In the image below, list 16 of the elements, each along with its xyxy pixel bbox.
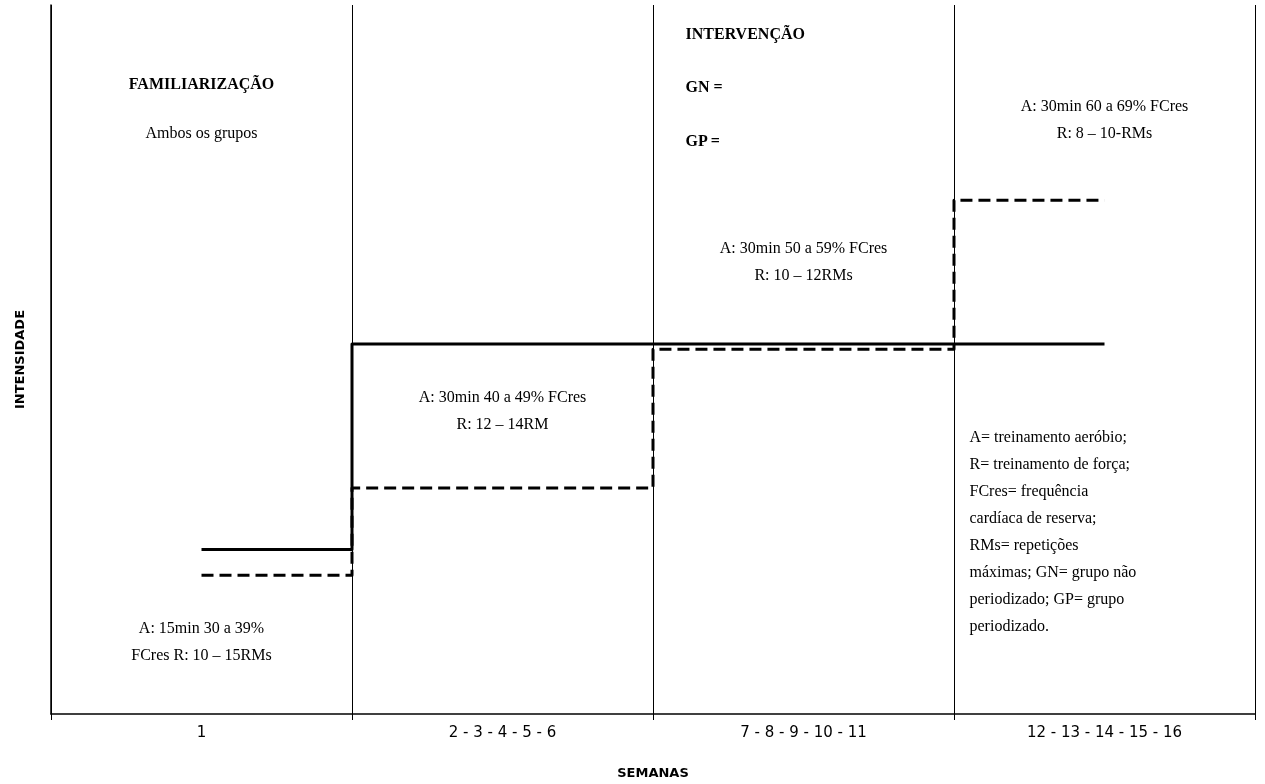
x-axis-title: SEMANAS [617, 765, 689, 780]
x-tick-label: 2 - 3 - 4 - 5 - 6 [448, 722, 557, 741]
text: Ambos os grupos [145, 124, 258, 143]
x-tick-label: 7 - 8 - 9 - 10 - 11 [740, 722, 867, 741]
annotation: A: 15min 30 a 39% FCres R: 10 – 15RMs [131, 619, 272, 664]
x-tick-label: 1 [196, 722, 207, 741]
text: INTERVENÇÃO [685, 23, 805, 43]
annotation: A: 30min 40 a 49% FCres R: 12 – 14RM [418, 388, 587, 433]
y-axis-title: INTENSIDADE [12, 309, 27, 410]
annotation: A= treinamento aeróbio; R= treinamento de força; FCres= frequência cardíaca de reserva; RMs= repetições máximas; GN= grupo não periodizado; GP= grupo periodizado. [969, 428, 1137, 636]
text: GP = [685, 131, 720, 149]
x-tick-label: 12 - 13 - 14 - 15 - 16 [1026, 722, 1183, 741]
text: FAMILIARIZAÇÃO [128, 73, 275, 93]
text: GN = [685, 78, 723, 96]
text: A: 30min 60 a 69% FCres R: 8 – 10-RMs [1020, 96, 1189, 141]
annotation: A: 30min 50 a 59% FCres R: 10 – 12RMs [719, 238, 888, 283]
